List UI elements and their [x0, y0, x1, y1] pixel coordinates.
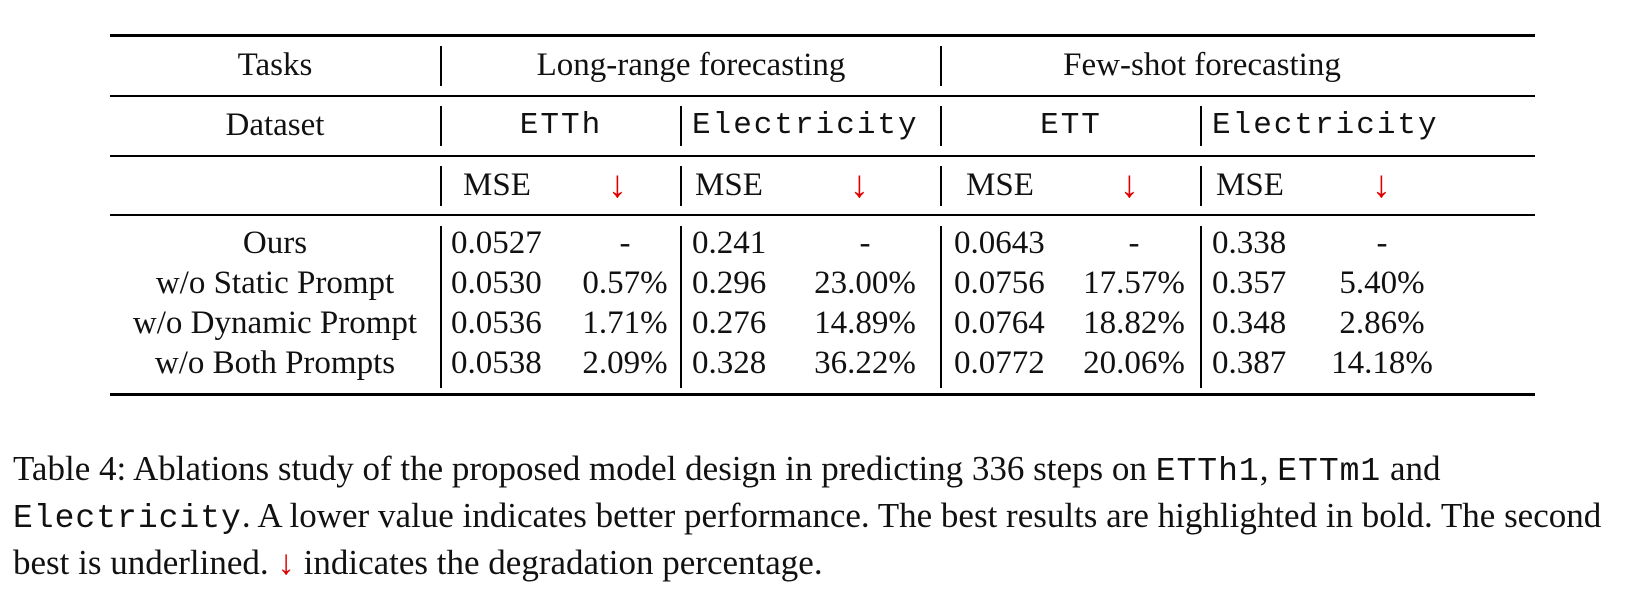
table-cell: 0.0756	[954, 265, 1045, 301]
table-cell: -	[619, 225, 631, 261]
row-label: w/o Static Prompt	[155, 265, 395, 301]
table-cell: 0.348	[1212, 305, 1287, 341]
table-cell: -	[859, 225, 871, 261]
down-arrow-icon: ↓	[608, 164, 627, 206]
col-sep	[1200, 166, 1202, 206]
table-cell: 1.71%	[582, 305, 668, 341]
table-cell: 0.338	[1212, 225, 1287, 261]
col-sep	[440, 226, 442, 388]
caption-text: and	[1381, 449, 1441, 488]
down-arrow-icon: ↓	[277, 543, 295, 582]
down-arrow-icon: ↓	[1372, 164, 1391, 206]
header-rule-2	[110, 155, 1535, 157]
table-cell: 0.241	[692, 225, 767, 261]
table-cell: 0.276	[692, 305, 767, 341]
metric-label: MSE	[966, 167, 1034, 203]
table-cell: 23.00%	[814, 265, 916, 301]
table-cell: 2.86%	[1339, 305, 1425, 341]
tasks-header: Tasks	[237, 47, 313, 83]
dataset-electricity: Electricity	[692, 108, 919, 143]
dataset-etth: ETTh	[519, 108, 603, 143]
col-sep	[680, 226, 682, 388]
col-sep	[680, 166, 682, 206]
col-sep	[940, 226, 942, 388]
caption-text: Table 4: Ablations study of the proposed…	[13, 449, 1156, 488]
caption-text: indicates the degradation percentage.	[294, 543, 823, 582]
caption-code: ETTm1	[1277, 453, 1382, 490]
col-sep	[680, 106, 682, 146]
caption-code: Electricity	[13, 500, 242, 537]
col-sep	[940, 166, 942, 206]
dataset-electricity: Electricity	[1212, 108, 1439, 143]
table-cell: 0.357	[1212, 265, 1287, 301]
caption-code: ETTh1	[1155, 453, 1260, 490]
table-cell: 0.0530	[451, 265, 542, 301]
header-rule-1	[110, 95, 1535, 97]
table-cell: 36.22%	[814, 345, 916, 381]
row-label: w/o Both Prompts	[154, 345, 396, 381]
col-sep	[440, 46, 442, 86]
row-label: w/o Dynamic Prompt	[132, 305, 418, 341]
col-sep	[440, 106, 442, 146]
table-cell: -	[1376, 225, 1388, 261]
caption-text: . A lower value indicates better perform…	[13, 496, 1602, 582]
bottom-rule	[110, 393, 1535, 396]
table-cell: 14.18%	[1331, 345, 1433, 381]
table-cell: 0.328	[692, 345, 767, 381]
col-sep	[1200, 226, 1202, 388]
table-caption: Table 4: Ablations study of the proposed…	[13, 447, 1638, 585]
caption-text: ,	[1259, 449, 1278, 488]
table-cell: 0.57%	[582, 265, 668, 301]
top-rule	[110, 34, 1535, 37]
table-cell: 17.57%	[1083, 265, 1185, 301]
long-range-header: Long-range forecasting	[536, 47, 846, 83]
header-rule-3	[110, 214, 1535, 216]
dataset-header: Dataset	[225, 107, 325, 143]
metric-label: MSE	[463, 167, 531, 203]
col-sep	[940, 46, 942, 86]
table-cell: 0.0764	[954, 305, 1045, 341]
dataset-ett: ETT	[1040, 108, 1102, 143]
table-cell: 0.0643	[954, 225, 1045, 261]
table-cell: 0.0536	[451, 305, 542, 341]
table-cell: 0.0772	[954, 345, 1045, 381]
metric-label: MSE	[695, 167, 763, 203]
table-cell: 14.89%	[814, 305, 916, 341]
table-cell: 0.0527	[451, 225, 542, 261]
row-label: Ours	[242, 225, 308, 261]
few-shot-header: Few-shot forecasting	[1063, 47, 1341, 83]
table-cell: -	[1128, 225, 1140, 261]
table-cell: 20.06%	[1083, 345, 1185, 381]
table-cell: 18.82%	[1083, 305, 1185, 341]
col-sep	[940, 106, 942, 146]
down-arrow-icon: ↓	[850, 164, 869, 206]
table-cell: 0.0538	[451, 345, 542, 381]
col-sep	[1200, 106, 1202, 146]
table-cell: 0.296	[692, 265, 767, 301]
metric-label: MSE	[1216, 167, 1284, 203]
table-cell: 0.387	[1212, 345, 1287, 381]
table-cell: 5.40%	[1339, 265, 1425, 301]
col-sep	[440, 166, 442, 206]
table-cell: 2.09%	[582, 345, 668, 381]
down-arrow-icon: ↓	[1120, 164, 1139, 206]
